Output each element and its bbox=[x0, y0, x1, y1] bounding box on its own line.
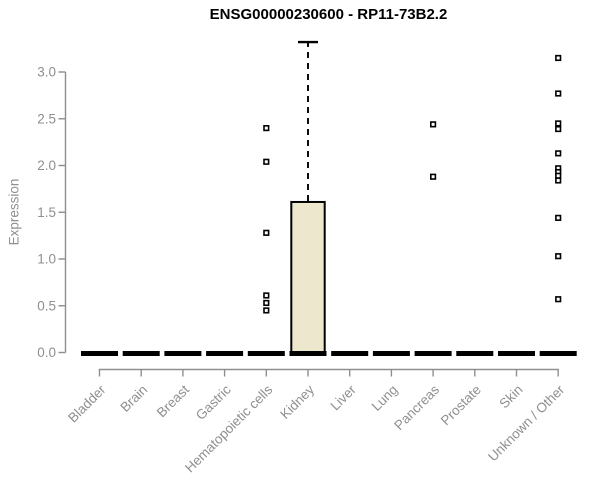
y-tick-label: 1.0 bbox=[37, 252, 56, 267]
y-tick-label: 3.0 bbox=[37, 65, 56, 80]
median-bar bbox=[206, 351, 244, 356]
x-category-label: Unknown / Other bbox=[485, 382, 568, 465]
outlier-point bbox=[429, 173, 437, 180]
x-category-label: Pancreas bbox=[391, 382, 442, 433]
median-bar bbox=[414, 351, 452, 356]
median-bar bbox=[372, 351, 410, 356]
x-category-label: Skin bbox=[496, 382, 525, 411]
median-bar bbox=[247, 351, 285, 356]
median-bar bbox=[331, 351, 369, 356]
outlier-point bbox=[263, 229, 270, 236]
median-bar bbox=[289, 351, 327, 356]
outlier-point bbox=[555, 54, 562, 62]
x-category-label: Prostate bbox=[438, 382, 484, 428]
y-tick-label: 0.5 bbox=[37, 298, 56, 313]
outlier-point bbox=[555, 177, 562, 184]
median-bar bbox=[81, 351, 118, 356]
x-category-label: Lung bbox=[369, 382, 401, 414]
outlier-point bbox=[429, 121, 437, 128]
x-category-label: Brain bbox=[117, 382, 150, 415]
box-body bbox=[290, 200, 326, 354]
outlier-point bbox=[555, 253, 562, 260]
median-bar bbox=[122, 351, 160, 356]
x-category-label: Gastric bbox=[193, 382, 234, 423]
x-category-label: Kidney bbox=[277, 382, 317, 422]
outlier-point bbox=[555, 214, 562, 221]
y-tick-label: 2.5 bbox=[37, 111, 56, 126]
median-bar bbox=[539, 351, 577, 356]
outlier-point bbox=[555, 150, 562, 157]
y-tick-label: 2.0 bbox=[37, 158, 56, 173]
outlier-point bbox=[555, 120, 562, 127]
outlier-point bbox=[263, 292, 270, 299]
outlier-point bbox=[263, 158, 270, 165]
outlier-point bbox=[555, 296, 562, 303]
outlier-point bbox=[263, 307, 270, 314]
median-bar bbox=[164, 351, 202, 356]
outlier-point bbox=[555, 90, 562, 97]
y-tick-label: 0.0 bbox=[37, 345, 56, 360]
median-bar bbox=[456, 351, 494, 356]
outlier-point bbox=[263, 125, 270, 132]
median-bar bbox=[498, 351, 535, 356]
y-tick-label: 1.5 bbox=[37, 205, 56, 220]
outlier-point bbox=[555, 125, 562, 133]
x-category-label: Breast bbox=[154, 382, 192, 420]
x-category-label: Liver bbox=[328, 382, 360, 414]
outlier-point bbox=[263, 299, 270, 307]
x-category-label: Bladder bbox=[65, 382, 109, 426]
chart-title: ENSG00000230600 - RP11-73B2.2 bbox=[209, 6, 448, 23]
